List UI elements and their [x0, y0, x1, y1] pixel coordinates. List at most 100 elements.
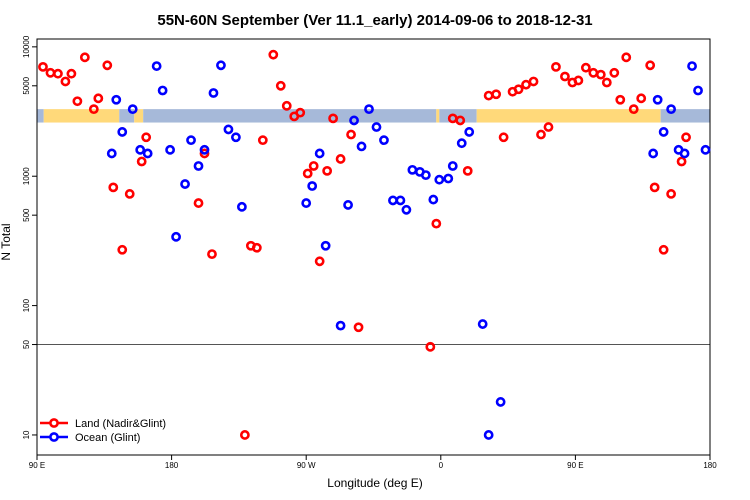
ocean-point — [236, 201, 247, 212]
map-strip-ocean — [37, 109, 44, 123]
land-point — [124, 189, 135, 199]
legend-swatch-marker — [49, 432, 59, 442]
x-tick-label: 90 E — [567, 461, 583, 470]
ocean-point — [151, 61, 162, 71]
ocean-point — [693, 85, 703, 96]
land-point — [462, 165, 473, 176]
ocean-point — [364, 104, 374, 115]
ocean-point — [495, 397, 506, 407]
land-point — [491, 89, 502, 100]
y-tick-label: 10000 — [22, 35, 31, 58]
y-tick-label: 100 — [22, 298, 31, 312]
land-point — [649, 182, 660, 193]
land-point — [588, 67, 599, 78]
land-point — [551, 61, 561, 72]
y-axis-label: N Total — [0, 223, 13, 260]
plot-frame — [36, 38, 711, 456]
land-point — [322, 165, 333, 176]
ocean-point — [127, 104, 138, 115]
ocean-point — [320, 240, 331, 251]
ocean-point — [648, 148, 659, 159]
land-point — [268, 49, 279, 60]
ocean-point — [420, 170, 431, 181]
land-point — [636, 93, 647, 104]
ocean-point — [401, 204, 412, 215]
land-point — [455, 115, 466, 126]
x-axis-label: Longitude (deg E) — [327, 476, 422, 490]
ocean-point — [216, 60, 226, 71]
ocean-point — [434, 174, 445, 185]
land-point — [136, 156, 147, 167]
land-point — [66, 68, 77, 79]
legend: Land (Nadir&Glint) Ocean (Glint) — [40, 418, 166, 444]
ocean-point — [679, 148, 690, 159]
land-point — [628, 104, 639, 115]
map-strip-land — [134, 109, 144, 123]
ocean-point — [356, 141, 367, 152]
land-point — [513, 84, 524, 95]
land-point — [615, 94, 626, 105]
land-point — [498, 132, 509, 143]
ocean-point — [180, 179, 190, 189]
land-point — [543, 122, 554, 132]
ocean-point — [301, 198, 312, 208]
land-point — [251, 242, 262, 253]
ocean-point — [428, 194, 439, 205]
ocean-point — [464, 127, 475, 137]
map-strip — [37, 109, 710, 123]
chart-title: 55N-60N September (Ver 11.1_early) 2014-… — [157, 12, 592, 29]
land-point — [38, 61, 48, 72]
land-point — [275, 80, 286, 91]
land-point — [141, 132, 152, 143]
land-point — [595, 69, 606, 80]
ocean-point — [700, 144, 711, 155]
land-point — [108, 182, 119, 193]
land-point — [93, 93, 104, 104]
legend-label: Ocean (Glint) — [75, 432, 140, 444]
ocean-point — [157, 85, 168, 96]
y-tick-label: 50 — [22, 340, 31, 349]
land-point — [199, 148, 210, 159]
ocean-point — [171, 231, 181, 242]
land-point — [60, 76, 71, 87]
ocean-point — [307, 181, 318, 191]
land-point — [483, 90, 494, 101]
x-tick-label: 90 W — [297, 461, 316, 470]
land-point — [239, 430, 250, 440]
legend-swatch-marker — [49, 418, 59, 428]
ocean-point — [407, 164, 418, 175]
land-point — [335, 154, 346, 164]
land-point — [346, 129, 356, 140]
ocean-point — [443, 173, 454, 184]
legend-label: Land (Nadir&Glint) — [75, 418, 166, 430]
land-point — [314, 256, 325, 267]
land-point — [308, 161, 319, 171]
ocean-point — [349, 115, 359, 126]
ocean-point — [335, 320, 346, 331]
axes: 90 E 180 90 W 0 90 E 180 10 50 100 500 1000 5000 100… — [22, 35, 717, 470]
x-tick-label: 90 E — [29, 461, 45, 470]
data-points — [38, 49, 711, 440]
land-point — [621, 52, 632, 63]
ocean-point — [223, 124, 234, 135]
land-point — [117, 244, 128, 255]
land-point — [257, 135, 268, 146]
land-point — [53, 68, 63, 79]
land-point — [302, 168, 313, 179]
land-point — [560, 71, 570, 82]
land-point — [521, 79, 531, 90]
ocean-point — [652, 94, 663, 105]
ocean-point — [199, 144, 210, 155]
ocean-point — [483, 430, 494, 440]
land-point — [79, 52, 90, 63]
ocean-point — [135, 144, 146, 155]
land-point — [193, 198, 204, 208]
land-point — [528, 76, 539, 87]
x-tick-label: 180 — [703, 461, 717, 470]
land-point — [295, 107, 306, 118]
land-point — [580, 62, 591, 73]
land-point — [102, 60, 113, 71]
y-tick-label: 1000 — [22, 167, 31, 185]
land-point — [353, 322, 364, 333]
ocean-point — [208, 88, 219, 98]
